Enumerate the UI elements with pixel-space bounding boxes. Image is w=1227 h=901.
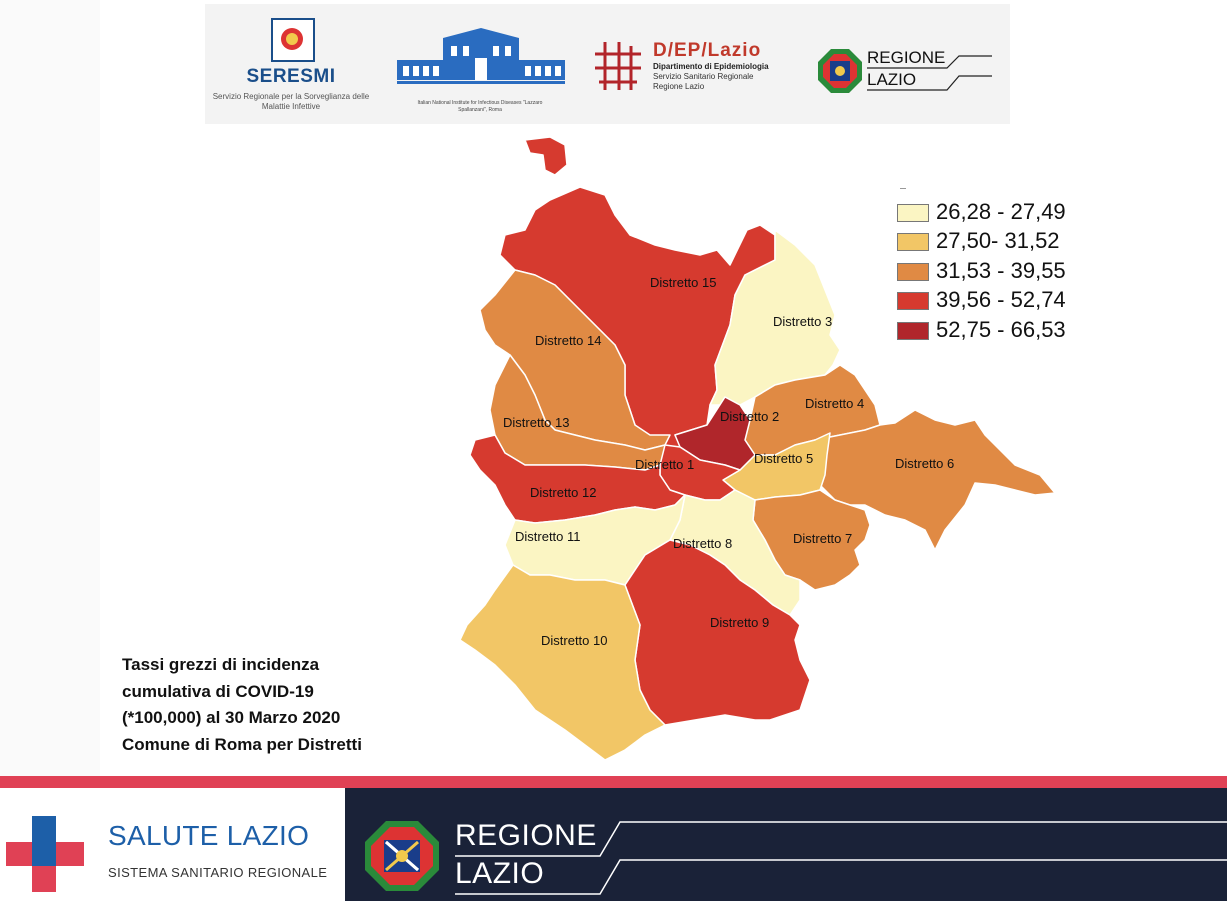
dep-brand: D/EP/Lazio <box>653 40 762 61</box>
legend-label: 31,53 - 39,55 <box>936 257 1066 283</box>
cross-icon-bottom <box>32 866 56 892</box>
seresmi-badge-icon <box>271 18 315 62</box>
dep-line2: Servizio Sanitario Regionale <box>653 72 754 81</box>
rome-districts-map: Distretto 1 Distretto 2 Distretto 3 Dist… <box>459 136 1056 761</box>
regione-label-top-2: LAZIO <box>867 70 917 89</box>
district-10-area[interactable] <box>459 564 666 761</box>
salute-lazio-block: SALUTE LAZIO SISTEMA SANITARIO REGIONALE <box>0 788 345 901</box>
seresmi-name: SERESMI <box>246 66 336 87</box>
slide-main: SERESMI Servizio Regionale per la Sorveg… <box>0 0 1093 776</box>
regione-top-lines <box>867 55 992 91</box>
map-caption: Tassi grezzi di incidenza cumulativa di … <box>122 652 442 758</box>
legend-swatch <box>897 321 929 340</box>
district-labels: Distretto 1 Distretto 2 Distretto 3 Dist… <box>503 275 954 648</box>
legend-item: 39,56 - 52,74 <box>893 286 1093 315</box>
district-8-label: Distretto 8 <box>673 536 732 551</box>
district-9-label: Distretto 9 <box>710 615 769 630</box>
district-13-label: Distretto 13 <box>503 415 569 430</box>
district-10-label: Distretto 10 <box>541 633 607 648</box>
seresmi-subtitle: Servizio Regionale per la Sorveglianza d… <box>212 92 370 111</box>
legend-swatch <box>897 262 929 281</box>
caption-line-1: Tassi grezzi di incidenza <box>122 655 320 674</box>
regione-label-top-1: REGIONE <box>867 48 946 67</box>
legend-label: 52,75 - 66,53 <box>936 316 1066 342</box>
map-legend: 26,28 - 27,49 27,50- 31,52 31,53 - 39,55… <box>893 198 1093 345</box>
district-3-label: Distretto 3 <box>773 314 832 329</box>
caption-line-3: (*100,000) al 30 Marzo 2020 <box>122 708 341 727</box>
dep-line1: Dipartimento di Epidemiologia <box>653 62 769 71</box>
district-11-label: Distretto 11 <box>515 529 581 544</box>
footer: SALUTE LAZIO SISTEMA SANITARIO REGIONALE… <box>0 788 1227 901</box>
legend-item: 27,50- 31,52 <box>893 227 1093 256</box>
district-7-label: Distretto 7 <box>793 531 852 546</box>
legend-label: 27,50- 31,52 <box>936 228 1060 254</box>
legend-swatch <box>897 292 929 311</box>
district-12-label: Distretto 12 <box>530 485 596 500</box>
legend-item: 52,75 - 66,53 <box>893 316 1093 345</box>
caption-line-2: cumulativa di COVID-19 <box>122 681 314 701</box>
legend-item: 31,53 - 39,55 <box>893 257 1093 286</box>
spallanzani-building-icon <box>397 28 565 84</box>
caption-line-4: Comune di Roma per Distretti <box>122 734 362 754</box>
legend-mark <box>900 188 906 189</box>
district-2-label: Distretto 2 <box>720 409 779 424</box>
regione-lazio-logo-top: REGIONE LAZIO <box>817 46 997 100</box>
seresmi-logo: SERESMI Servizio Regionale per la Sorveg… <box>205 10 377 120</box>
regione-lazio-block <box>345 788 1227 901</box>
dep-line3: Regione Lazio <box>653 82 705 91</box>
legend-label: 39,56 - 52,74 <box>936 287 1066 313</box>
district-1-label: Distretto 1 <box>635 457 694 472</box>
district-14-label: Distretto 14 <box>535 333 601 348</box>
spallanzani-subtitle: Italian National Institute for Infectiou… <box>417 100 543 113</box>
legend-item: 26,28 - 27,49 <box>893 198 1093 227</box>
district-15-label: Distretto 15 <box>650 275 716 290</box>
legend-label: 26,28 - 27,49 <box>936 199 1066 224</box>
district-4-label: Distretto 4 <box>805 396 864 411</box>
dep-lazio-logo: D/EP/Lazio Dipartimento di Epidemiologia… <box>593 38 803 98</box>
legend-swatch <box>897 204 929 222</box>
regione-label: REGIONE <box>455 819 597 852</box>
district-6-area[interactable] <box>809 409 1056 551</box>
district-5-label: Distretto 5 <box>754 451 813 466</box>
regione-crest-icon <box>365 821 439 891</box>
logo-strip: SERESMI Servizio Regionale per la Sorveg… <box>205 4 1010 124</box>
salute-lazio-title: SALUTE LAZIO <box>108 820 310 851</box>
lazio-label: LAZIO <box>455 857 545 890</box>
district-6-label: Distretto 6 <box>895 456 954 471</box>
dep-grid-icon <box>595 42 641 90</box>
footer-divider <box>0 776 1227 788</box>
left-band <box>0 0 100 776</box>
cross-icon-center <box>32 842 56 866</box>
regione-decor-lines <box>455 821 1227 895</box>
spallanzani-logo: Italian National Institute for Infectiou… <box>395 28 567 118</box>
legend-swatch <box>897 233 929 252</box>
lazio-crest-icon <box>818 49 862 93</box>
salute-lazio-subtitle: SISTEMA SANITARIO REGIONALE <box>108 865 328 880</box>
